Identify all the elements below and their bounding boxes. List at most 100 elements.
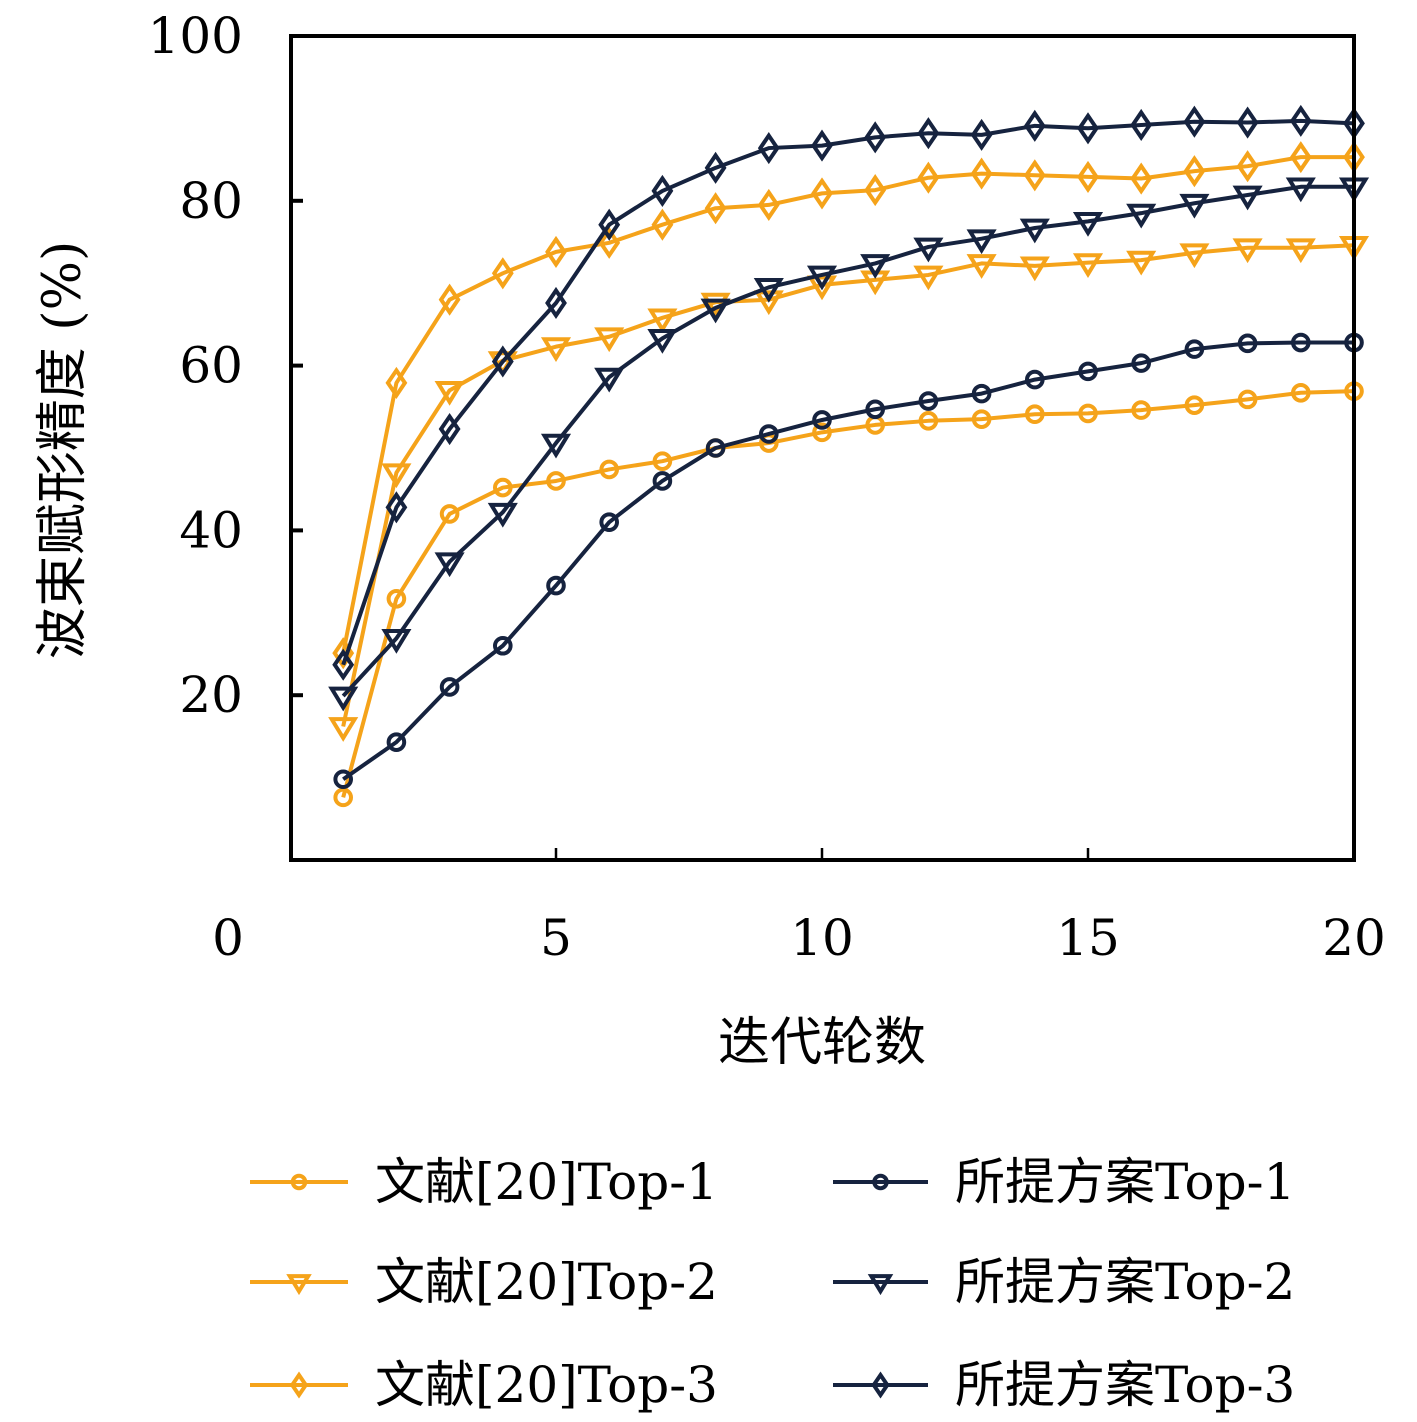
data-point	[1232, 238, 1263, 264]
x-tick-label: 0	[212, 909, 244, 967]
data-point	[491, 345, 514, 378]
data-point	[1184, 339, 1205, 359]
data-point	[970, 157, 993, 190]
data-point	[328, 717, 359, 742]
data-point	[1291, 332, 1311, 353]
data-point	[434, 552, 465, 578]
data-point	[1289, 141, 1312, 174]
data-point	[1019, 218, 1050, 244]
series-5	[328, 177, 1370, 712]
x-tick-label: 10	[790, 909, 854, 967]
data-point	[812, 410, 832, 430]
data-point	[651, 208, 674, 241]
data-point	[917, 117, 940, 150]
data-point	[599, 512, 620, 532]
data-point	[386, 732, 407, 752]
data-point	[966, 254, 997, 279]
data-point	[970, 118, 993, 151]
legend-label: 所提方案Top-2	[955, 1253, 1295, 1311]
data-point	[704, 192, 727, 225]
data-point	[493, 477, 513, 498]
legend-marker	[872, 1173, 889, 1191]
data-point	[757, 188, 780, 221]
data-point	[1285, 238, 1316, 264]
y-tick-label: 80	[179, 172, 243, 230]
data-point	[1131, 400, 1151, 420]
series-line	[341, 389, 1355, 798]
data-point	[705, 438, 726, 458]
data-point	[753, 290, 784, 316]
data-point	[1126, 203, 1157, 229]
legend-label: 文献[20]Top-3	[375, 1356, 718, 1414]
data-point	[966, 229, 997, 255]
data-point	[865, 415, 886, 435]
data-point	[438, 283, 461, 316]
data-point	[1184, 395, 1205, 415]
data-point	[860, 254, 891, 279]
y-axis-title: 波束赋形精度 (%)	[33, 241, 93, 660]
data-point	[1130, 108, 1153, 142]
y-tick-label: 100	[148, 7, 243, 65]
data-point	[757, 132, 780, 165]
data-point	[700, 298, 731, 324]
x-axis-title: 迭代轮数	[718, 1013, 926, 1073]
data-point	[811, 129, 833, 162]
data-point	[971, 383, 992, 404]
data-point	[1025, 404, 1045, 425]
data-point	[812, 422, 832, 443]
data-point	[1077, 160, 1099, 193]
series-line	[341, 184, 1354, 698]
legend-marker	[867, 1274, 894, 1296]
data-point	[1078, 403, 1098, 424]
data-point	[806, 275, 838, 301]
data-point	[540, 337, 572, 363]
legend-label: 文献[20]Top-1	[375, 1153, 718, 1211]
legend-item: 所提方案Top-2	[833, 1253, 1295, 1311]
data-point	[1183, 105, 1206, 138]
legend-marker	[289, 1371, 309, 1399]
data-point	[913, 237, 944, 263]
data-point	[1236, 150, 1259, 183]
series-layer	[328, 104, 1370, 808]
data-point	[333, 769, 354, 790]
data-point	[1019, 256, 1050, 282]
data-point	[1023, 109, 1046, 142]
data-point	[1078, 361, 1098, 382]
data-point	[759, 424, 779, 444]
data-point	[753, 277, 784, 303]
data-point	[917, 161, 940, 194]
series-1	[333, 381, 1364, 808]
legend-item: 所提方案Top-1	[833, 1153, 1295, 1211]
data-point	[864, 174, 887, 207]
y-tick-label: 60	[179, 337, 243, 395]
legend: 文献[20]Top-1 文献[20]Top-2 文献[20]Top-3 所提方案Top…	[250, 1153, 1295, 1414]
data-point	[647, 329, 678, 354]
data-point	[598, 208, 621, 241]
x-tick-label: 20	[1322, 909, 1386, 967]
legend-item: 文献[20]Top-1	[250, 1153, 718, 1211]
data-point	[1023, 159, 1046, 192]
data-point	[918, 411, 939, 431]
data-point	[1179, 243, 1210, 269]
data-point	[381, 463, 412, 489]
data-point	[438, 412, 461, 446]
x-axis: 0 5 10 15 20	[212, 848, 1386, 967]
data-point	[386, 588, 407, 609]
data-point	[328, 686, 359, 712]
data-point	[491, 257, 514, 290]
data-point	[1285, 177, 1316, 203]
data-point	[385, 491, 408, 524]
data-point	[1232, 185, 1263, 211]
data-point	[913, 265, 944, 291]
data-point	[652, 471, 673, 491]
data-point	[385, 366, 408, 399]
y-tick-label: 20	[179, 666, 243, 724]
data-point	[439, 677, 460, 697]
data-point	[487, 502, 518, 528]
legend-marker	[290, 1173, 308, 1191]
data-point	[594, 367, 625, 393]
data-point	[1126, 250, 1157, 276]
data-point	[651, 174, 674, 207]
x-tick-label: 15	[1056, 909, 1120, 967]
